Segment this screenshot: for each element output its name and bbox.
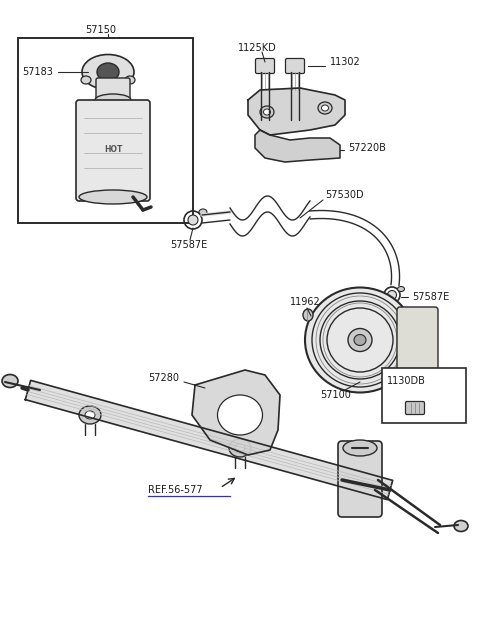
Polygon shape bbox=[25, 380, 393, 500]
Ellipse shape bbox=[199, 209, 207, 215]
FancyBboxPatch shape bbox=[397, 307, 438, 373]
Ellipse shape bbox=[125, 76, 135, 84]
Text: 57100: 57100 bbox=[320, 390, 351, 400]
Text: REF.56-577: REF.56-577 bbox=[148, 485, 203, 495]
Ellipse shape bbox=[454, 521, 468, 531]
Text: 11302: 11302 bbox=[330, 57, 361, 67]
Ellipse shape bbox=[387, 290, 396, 299]
Ellipse shape bbox=[348, 328, 372, 351]
Ellipse shape bbox=[303, 309, 313, 321]
Ellipse shape bbox=[2, 375, 18, 387]
Ellipse shape bbox=[343, 440, 377, 456]
Ellipse shape bbox=[79, 190, 147, 204]
Ellipse shape bbox=[97, 63, 119, 81]
FancyBboxPatch shape bbox=[338, 441, 382, 517]
Polygon shape bbox=[255, 130, 340, 162]
Ellipse shape bbox=[85, 411, 95, 419]
FancyBboxPatch shape bbox=[406, 401, 424, 415]
Polygon shape bbox=[248, 88, 345, 135]
Ellipse shape bbox=[260, 106, 274, 118]
Ellipse shape bbox=[81, 76, 91, 84]
Ellipse shape bbox=[264, 109, 271, 115]
Ellipse shape bbox=[397, 287, 405, 292]
Text: 57183: 57183 bbox=[22, 67, 53, 77]
Ellipse shape bbox=[322, 105, 328, 111]
Ellipse shape bbox=[318, 102, 332, 114]
Text: 57587E: 57587E bbox=[412, 292, 449, 302]
Text: 57280: 57280 bbox=[148, 373, 179, 383]
Text: 57220B: 57220B bbox=[348, 143, 386, 153]
FancyBboxPatch shape bbox=[76, 100, 150, 201]
Ellipse shape bbox=[95, 94, 131, 106]
Ellipse shape bbox=[217, 395, 263, 435]
Bar bbox=[18, 38, 193, 223]
Text: 57587E: 57587E bbox=[170, 240, 207, 250]
Ellipse shape bbox=[229, 439, 251, 457]
Ellipse shape bbox=[79, 406, 101, 424]
Ellipse shape bbox=[82, 55, 134, 89]
Text: 1130DB: 1130DB bbox=[387, 376, 426, 386]
Ellipse shape bbox=[188, 215, 198, 225]
Polygon shape bbox=[192, 370, 280, 455]
FancyBboxPatch shape bbox=[286, 58, 304, 74]
Ellipse shape bbox=[235, 444, 245, 452]
FancyBboxPatch shape bbox=[255, 58, 275, 74]
Text: 1125KD: 1125KD bbox=[238, 43, 277, 53]
Text: 57530D: 57530D bbox=[325, 190, 364, 200]
Ellipse shape bbox=[354, 335, 366, 346]
Text: 11962: 11962 bbox=[290, 297, 321, 307]
Text: HOT: HOT bbox=[104, 145, 122, 155]
Text: 57150: 57150 bbox=[85, 25, 116, 35]
Bar bbox=[382, 368, 466, 423]
Ellipse shape bbox=[305, 287, 415, 392]
FancyBboxPatch shape bbox=[96, 78, 130, 104]
